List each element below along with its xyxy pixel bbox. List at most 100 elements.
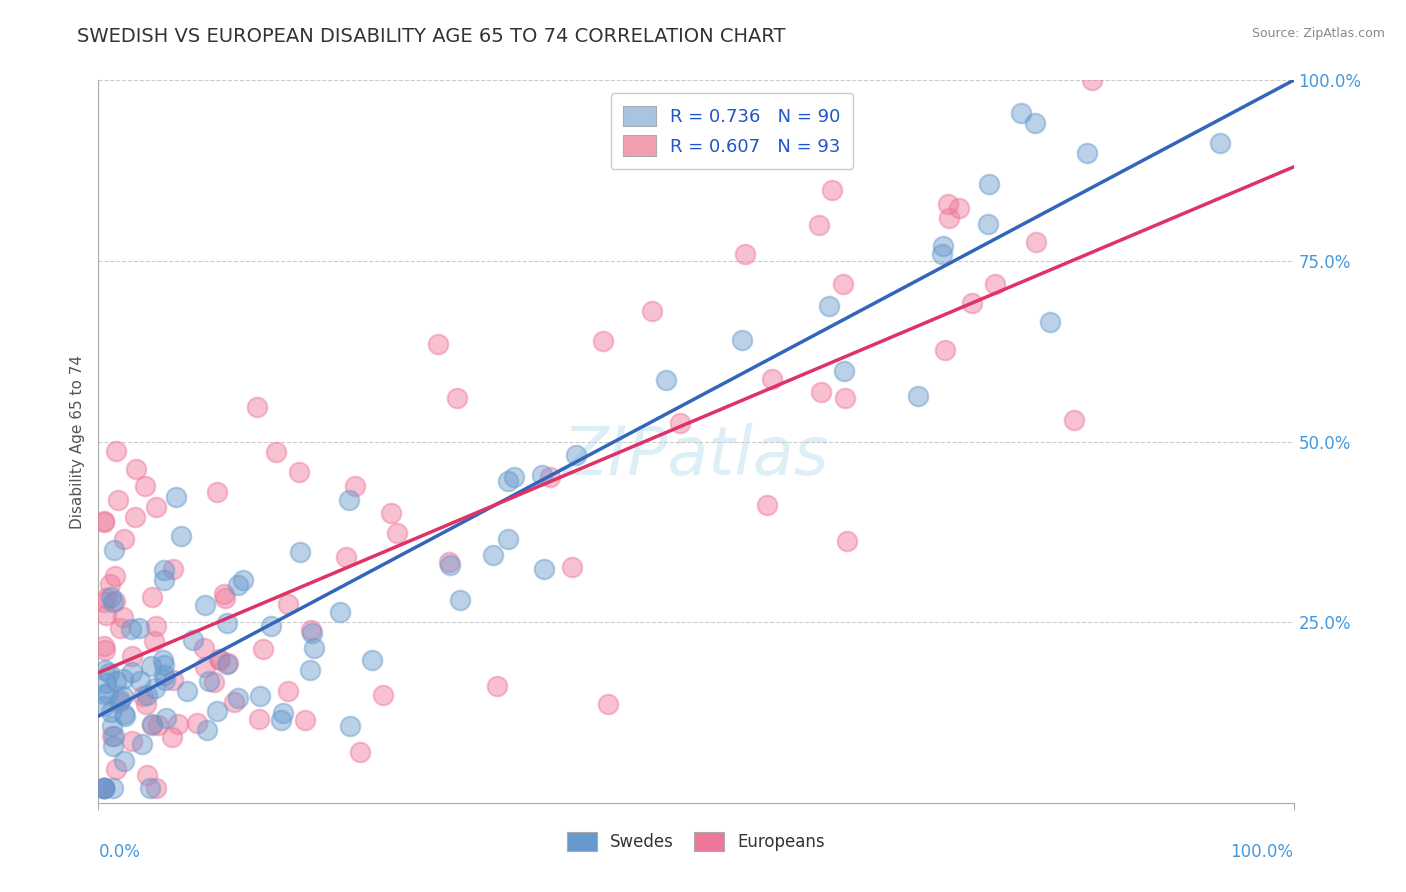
Point <box>931 247 953 261</box>
Point <box>948 202 970 216</box>
Point <box>361 652 384 666</box>
Point <box>104 568 127 582</box>
Point <box>193 641 215 656</box>
Point <box>277 684 299 698</box>
Text: ZIPatlas: ZIPatlas <box>562 423 830 489</box>
Point <box>103 729 125 743</box>
Point <box>834 391 856 405</box>
Point <box>152 573 174 587</box>
Point <box>592 334 614 348</box>
Point <box>101 595 124 609</box>
Point <box>101 739 124 753</box>
Point <box>205 704 228 718</box>
Point <box>1025 235 1047 249</box>
Point <box>934 343 956 357</box>
Point <box>215 615 238 630</box>
Point <box>533 561 555 575</box>
Y-axis label: Disability Age 65 to 74: Disability Age 65 to 74 <box>69 354 84 529</box>
Point <box>93 781 115 796</box>
Point <box>446 391 468 405</box>
Point <box>329 605 352 619</box>
Point <box>155 673 177 687</box>
Point <box>1208 136 1230 150</box>
Point <box>1010 106 1032 120</box>
Point <box>134 479 156 493</box>
Point <box>94 608 117 623</box>
Point <box>141 590 163 604</box>
Point <box>98 576 121 591</box>
Point <box>93 699 115 714</box>
Point <box>1076 145 1098 160</box>
Point <box>145 500 167 514</box>
Point <box>503 470 526 484</box>
Point <box>167 717 190 731</box>
Point <box>170 529 193 543</box>
Point <box>496 532 519 546</box>
Point <box>669 416 692 430</box>
Point <box>94 663 117 677</box>
Point <box>145 619 167 633</box>
Point <box>129 674 152 689</box>
Point <box>817 299 839 313</box>
Point <box>141 717 163 731</box>
Point <box>821 183 844 197</box>
Point <box>249 689 271 703</box>
Point <box>938 211 960 225</box>
Point <box>835 534 858 549</box>
Point <box>153 667 176 681</box>
Point <box>371 688 394 702</box>
Point <box>181 632 204 647</box>
Point <box>288 545 311 559</box>
Point <box>110 621 132 635</box>
Point <box>93 687 115 701</box>
Point <box>194 659 217 673</box>
Point <box>530 468 553 483</box>
Point <box>160 731 183 745</box>
Point <box>153 657 176 672</box>
Point <box>481 549 503 563</box>
Point <box>197 674 219 689</box>
Point <box>977 217 1000 231</box>
Point <box>202 675 225 690</box>
Point <box>108 695 131 709</box>
Point <box>104 674 127 689</box>
Point <box>259 619 281 633</box>
Point <box>104 763 127 777</box>
Point <box>155 711 177 725</box>
Point <box>810 384 832 399</box>
Point <box>112 672 135 686</box>
Point <box>641 304 664 318</box>
Point <box>831 277 853 292</box>
Point <box>135 697 157 711</box>
Point <box>380 507 402 521</box>
Point <box>152 653 174 667</box>
Point <box>93 781 115 796</box>
Point <box>270 713 292 727</box>
Point <box>112 532 135 546</box>
Point <box>93 781 115 796</box>
Point <box>343 479 366 493</box>
Point <box>121 734 143 748</box>
Point <box>655 373 678 387</box>
Point <box>143 681 166 696</box>
Point <box>271 706 294 721</box>
Point <box>214 591 236 605</box>
Point <box>114 706 136 721</box>
Point <box>121 665 143 679</box>
Point <box>439 558 461 573</box>
Point <box>112 610 135 624</box>
Text: Source: ZipAtlas.com: Source: ZipAtlas.com <box>1251 27 1385 40</box>
Point <box>139 659 162 673</box>
Point <box>938 197 960 211</box>
Point <box>131 737 153 751</box>
Point <box>132 690 155 704</box>
Point <box>264 444 287 458</box>
Point <box>486 679 509 693</box>
Point <box>1080 73 1102 87</box>
Point <box>277 597 299 611</box>
Point <box>217 656 239 670</box>
Point <box>128 621 150 635</box>
Point <box>755 498 778 512</box>
Point <box>176 683 198 698</box>
Point <box>339 719 361 733</box>
